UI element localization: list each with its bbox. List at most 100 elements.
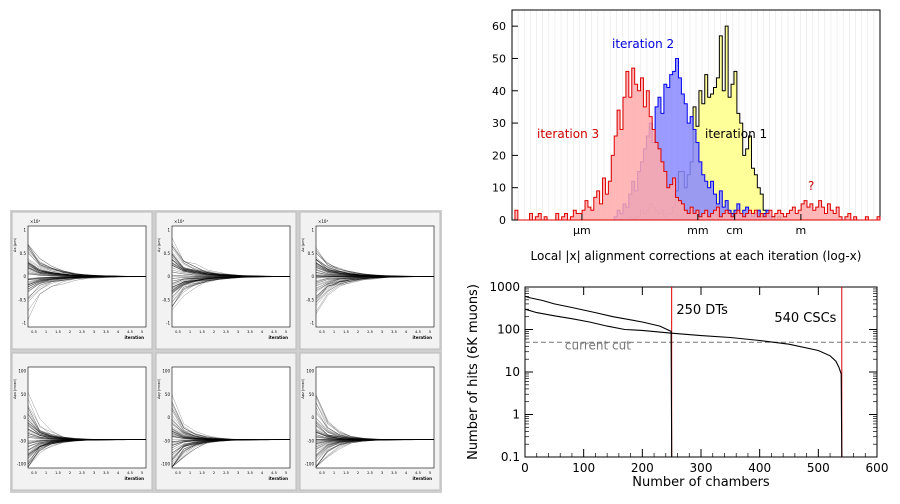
subplot-x-tick-label: 4 [261, 471, 264, 475]
subplot-x-title: iteration [268, 476, 288, 481]
hist-annotation: iteration 2 [612, 37, 674, 51]
subplot-y-title: Δφy (mrad) [157, 378, 161, 398]
subplot-x-tick-label: 4 [117, 471, 120, 475]
subplot-x-tick-label: 5 [285, 330, 287, 334]
subplot-axes [315, 366, 435, 469]
subplot-y-tick-label: 0 [23, 415, 26, 420]
subplot-x-tick-label: 4.5 [127, 471, 133, 475]
subplot-x-tick-label: 0.5 [319, 471, 325, 475]
subplot-y-tick-label: 0 [311, 415, 314, 420]
subplot-x-tick-label: 3 [93, 330, 95, 334]
subplot-x-tick-label: 0.5 [31, 471, 37, 475]
convergence-curves [27, 244, 147, 320]
subplot-y-title: Δx (μm) [13, 237, 17, 252]
alignment-correction-histogram: 0 10 20 30 40 50 60 μm mm cm m Local |x| alignment … [470, 0, 900, 270]
subplot-x-tick-label: 4 [405, 330, 408, 334]
subplot-y-tick-label: 0.5 [20, 251, 27, 256]
subplot-y-tick-label: -1 [166, 321, 170, 326]
subplot-x-tick-label: 4.5 [415, 330, 421, 334]
subplot-y-tick-label: -50 [307, 438, 314, 443]
subplot-x-tick-label: 1 [45, 330, 47, 334]
hits-annotation: current cut [565, 338, 631, 352]
subplot-x-title: iteration [124, 335, 144, 340]
subplot-x-tick-label: 3 [237, 330, 239, 334]
subplot-x-tick-label: 3.5 [247, 471, 253, 475]
subplot-x-tick-label: 4.5 [271, 330, 277, 334]
hist-y-tick-label: 20 [492, 149, 506, 162]
convergence-plot-grid: Δx (μm) ×10³ -1 -0.5 0 0.5 1 0.5 1 1.5 2 2.5 3 3.5 4 4.… [10, 210, 442, 493]
subplot-x-tick-label: 1.5 [55, 330, 61, 334]
subplot-x-tick-label: 2 [213, 330, 215, 334]
hits-x-tick-label: 100 [572, 461, 595, 475]
subplot-y-tick-label: 100 [18, 369, 26, 374]
subplot-x-tick-label: 4 [117, 330, 120, 334]
convergence-subplot: Δy (μm) ×10³ -1 -0.5 0 0.5 1 0.5 1 1.5 2 2.5 3 3.5 4 4.… [155, 211, 297, 350]
subplot-x-tick-label: 3 [381, 471, 383, 475]
subplot-x-tick-label: 5 [141, 330, 143, 334]
convergence-subplot: Δx (μm) ×10³ -1 -0.5 0 0.5 1 0.5 1 1.5 2 2.5 3 3.5 4 4.… [11, 211, 153, 350]
hist-x-axis-label: Local |x| alignment corrections at each … [531, 249, 862, 263]
subplot-x-tick-label: 4 [261, 330, 264, 334]
subplot-x-tick-label: 1 [189, 330, 191, 334]
subplot-x-tick-label: 5 [285, 471, 287, 475]
convergence-subplot: Δφx (mrad) -100 -50 0 50 100 0.5 1 1.5 2 2.5 3 3.5 4 4… [11, 352, 153, 491]
subplot-y-title: Δφx (mrad) [13, 378, 17, 398]
subplot-y-tick-label: 1 [311, 228, 314, 233]
hits-per-chamber-plot: 0.1 1 10 100 1000 0 100 200 300 400 500 600 250 DTs 5… [455, 270, 900, 500]
hist-x-tick-label: mm [687, 224, 708, 237]
subplot-x-tick-label: 2 [357, 330, 359, 334]
hist-annotation: iteration 1 [705, 127, 767, 141]
subplot-y-tick-label: -100 [17, 462, 27, 467]
hist-annotation: ? [808, 179, 814, 193]
subplot-y-title: Δy (μm) [157, 237, 161, 252]
hist-y-tick-label: 50 [492, 52, 506, 65]
hist-x-tick-label: μm [573, 224, 591, 237]
subplot-x-tick-label: 1 [333, 471, 335, 475]
convergence-grid-svg: Δx (μm) ×10³ -1 -0.5 0 0.5 1 0.5 1 1.5 2 2.5 3 3.5 4 4.… [10, 210, 442, 493]
subplot-y-tick-label: -0.5 [306, 297, 314, 302]
subplot-x-title: iteration [124, 476, 144, 481]
hits-y-tick-label: 1 [512, 408, 520, 422]
subplot-x-tick-label: 5 [429, 471, 431, 475]
subplot-x-tick-label: 0.5 [175, 471, 181, 475]
convergence-subplot: Δφz (mrad) -100 -50 0 50 100 0.5 1 1.5 2 2.5 3 3.5 4 4… [299, 352, 441, 491]
subplot-y-title: Δz (μm) [301, 237, 305, 251]
subplot-x-tick-label: 2 [357, 471, 359, 475]
subplot-y-tick-label: 50 [21, 392, 27, 397]
subplot-y-tick-label: -1 [22, 321, 26, 326]
subplot-x-tick-label: 2 [213, 471, 215, 475]
hits-x-tick-label: 0 [521, 461, 529, 475]
convergence-subplot: Δz (μm) ×10³ -1 -0.5 0 0.5 1 0.5 1 1.5 2 2.5 3 3.5 4 4.… [299, 211, 441, 350]
convergence-subplot: Δφy (mrad) -100 -50 0 50 100 0.5 1 1.5 2 2.5 3 3.5 4 4… [155, 352, 297, 491]
subplot-x-tick-label: 5 [429, 330, 431, 334]
hist-y-tick-label: 10 [492, 182, 506, 195]
hits-x-tick-label: 400 [748, 461, 771, 475]
subplot-y-tick-label: -0.5 [162, 297, 170, 302]
subplot-x-tick-label: 2 [69, 330, 71, 334]
subplot-exponent-label: ×10³ [30, 219, 40, 224]
subplot-x-tick-label: 5 [141, 471, 143, 475]
hits-x-tick-label: 300 [690, 461, 713, 475]
subplot-x-tick-label: 1 [333, 330, 335, 334]
subplot-y-tick-label: 0.5 [164, 251, 171, 256]
subplot-y-tick-label: -100 [305, 462, 315, 467]
subplot-x-tick-label: 1.5 [199, 330, 205, 334]
hits-x-tick-label: 200 [631, 461, 654, 475]
convergence-curves [315, 247, 435, 314]
hits-y-tick-label: 0.1 [501, 450, 520, 464]
subplot-x-tick-label: 2 [69, 471, 71, 475]
subplot-x-tick-label: 3.5 [391, 471, 397, 475]
hits-x-tick-label: 500 [807, 461, 830, 475]
subplot-x-tick-label: 1.5 [55, 471, 61, 475]
hits-y-tick-label: 100 [497, 323, 520, 337]
subplot-x-tick-label: 1 [189, 471, 191, 475]
subplot-exponent-label: ×10³ [318, 219, 328, 224]
subplot-x-tick-label: 2.5 [79, 330, 85, 334]
subplot-x-tick-label: 3.5 [391, 330, 397, 334]
hist-y-tick-label: 60 [492, 20, 506, 33]
subplot-x-tick-label: 1.5 [343, 330, 349, 334]
subplot-y-tick-label: 0 [23, 274, 26, 279]
subplot-x-tick-label: 2.5 [79, 471, 85, 475]
subplot-x-tick-label: 3.5 [247, 330, 253, 334]
hits-series-2 [524, 308, 843, 458]
